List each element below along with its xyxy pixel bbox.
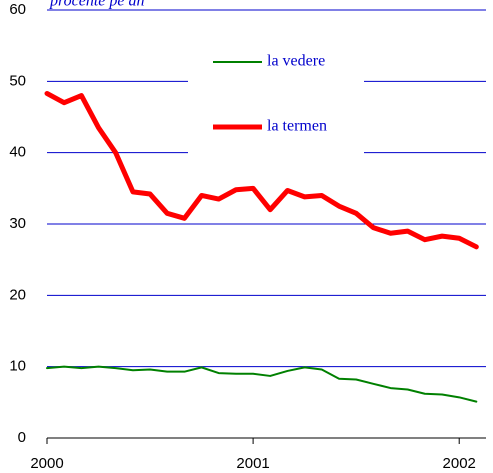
subtitle: procente pe an xyxy=(49,0,144,10)
y-tick-label: 10 xyxy=(9,358,26,375)
line-series xyxy=(44,90,479,250)
y-tick-label: 50 xyxy=(9,72,26,89)
y-tick-label: 40 xyxy=(9,144,26,161)
x-tick-label: 2000 xyxy=(30,455,63,472)
line-series xyxy=(46,365,478,403)
x-tick-label: 2002 xyxy=(443,455,476,472)
legend-label: la vedere xyxy=(267,53,325,70)
y-tick-label: 60 xyxy=(9,1,26,18)
y-tick-label: 0 xyxy=(18,429,26,446)
y-tick-label: 20 xyxy=(9,286,26,303)
x-tick-label: 2001 xyxy=(236,455,269,472)
legend-box xyxy=(188,40,364,160)
legend-label: la termen xyxy=(267,118,327,135)
y-tick-label: 30 xyxy=(9,215,26,232)
